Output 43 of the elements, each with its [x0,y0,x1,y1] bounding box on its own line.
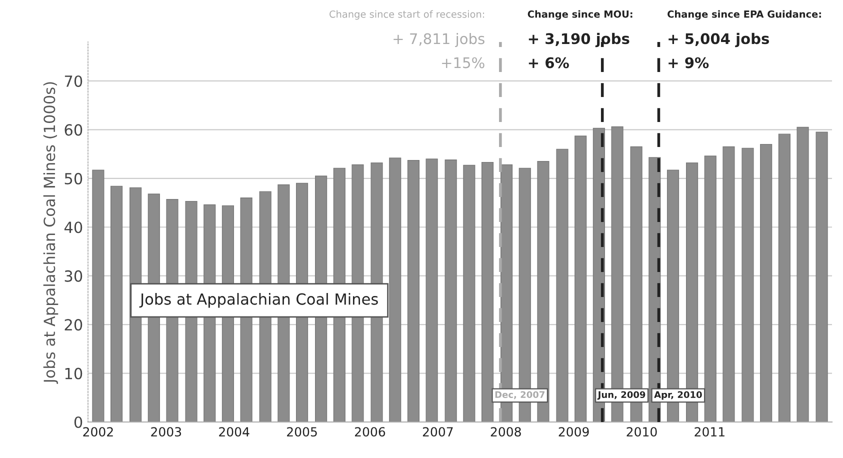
ref-line-label: Dec, 2007 [495,391,544,400]
annotation: Jobs at Appalachian Coal Mines [139,293,378,308]
bar [742,148,754,422]
y-tick-label: 0 [74,416,82,428]
text: Change since start of recession: + 7,811 jobs +15% [330,10,484,68]
bar [574,136,587,422]
y-tick-label: 40 [64,222,82,234]
ref-line-label: Jun, 2009 [597,391,646,400]
y-tick-label: 50 [64,172,82,184]
bar [481,162,494,422]
x-tick-label: 2004 [219,427,250,437]
bar [704,156,716,422]
bar [444,160,457,422]
bar [426,158,438,422]
y-axis-title: Jobs at Appalachian Coal Mines (1000s) [43,82,58,384]
bar [407,160,420,422]
y-tick-label: 10 [65,368,82,380]
bar [778,134,790,422]
bar [816,132,828,422]
bar [389,158,402,422]
x-tick-label: 2008 [490,427,521,437]
bar [760,144,772,422]
x-tick-label: 2005 [287,427,317,437]
x-tick-label: 2002 [83,427,113,437]
x-tick-label: 2003 [151,427,182,437]
bar [796,126,809,422]
bar [556,148,568,422]
x-tick-label: 2010 [626,427,657,437]
x-tick-label: 2011 [694,427,724,437]
ref-line-label: Apr, 2010 [654,391,702,400]
y-tick-label: 30 [64,270,82,282]
text: Change since EPA Guidance: + 5,004 jobs + 9% [668,10,821,68]
y-tick-label: 60 [64,124,82,136]
text: Change since MOU: + 3,190 jobs + 6% [528,10,632,68]
x-tick-label: 2006 [354,427,386,437]
y-tick-label: 20 [64,319,82,331]
bar [110,186,123,422]
y-tick-label: 70 [64,75,82,87]
x-tick-label: 2009 [558,427,589,437]
bar [722,146,735,422]
bar [463,164,476,422]
x-tick-label: 2007 [422,427,453,437]
bar [92,170,104,422]
